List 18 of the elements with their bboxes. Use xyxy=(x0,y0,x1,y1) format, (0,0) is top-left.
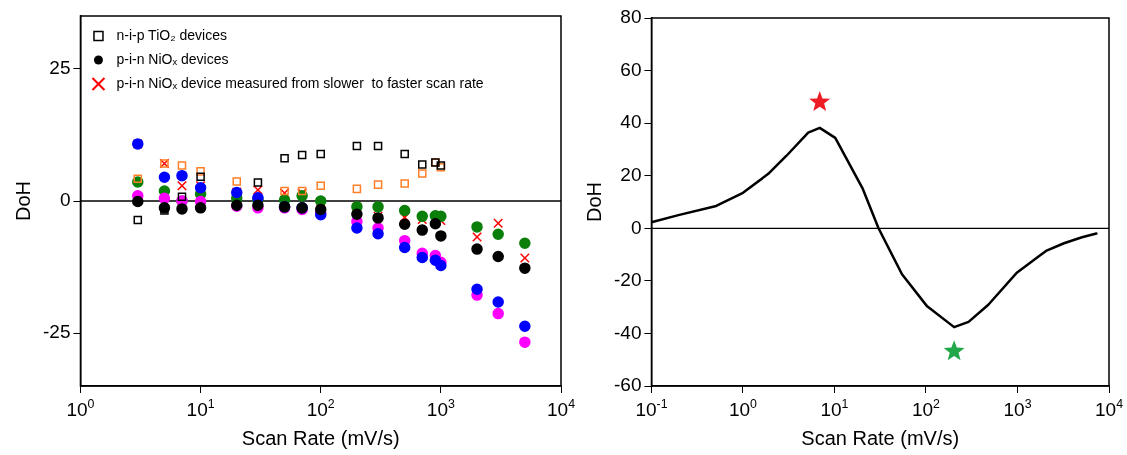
x-axis-title: Scan Rate (mV/s) xyxy=(801,426,960,449)
legend-label: p-i-n NiOₓ devices xyxy=(116,50,229,67)
legend-label: p-i-n NiOₓ device measured from slower to faster scan rate xyxy=(116,74,484,91)
y-tick-label: -20 xyxy=(613,269,642,291)
y-tick-label: 0 xyxy=(59,189,71,211)
y-tick-label: 40 xyxy=(620,111,642,133)
legend-label: n-i-p TiO₂ devices xyxy=(116,26,227,43)
x-axis-title: Scan Rate (mV/s) xyxy=(241,426,400,449)
y-tick-label: 25 xyxy=(49,57,71,79)
y-axis-title: DoH xyxy=(11,180,34,222)
y-tick-label: 20 xyxy=(620,163,642,185)
y-tick-label: 0 xyxy=(630,216,642,238)
y-axis-title: DoH xyxy=(582,181,605,223)
y-tick-label: 80 xyxy=(620,6,642,28)
y-tick-label: -25 xyxy=(42,321,71,343)
y-tick-label: -40 xyxy=(613,321,642,343)
y-tick-label: -60 xyxy=(613,374,642,396)
y-tick-label: 60 xyxy=(620,58,642,80)
